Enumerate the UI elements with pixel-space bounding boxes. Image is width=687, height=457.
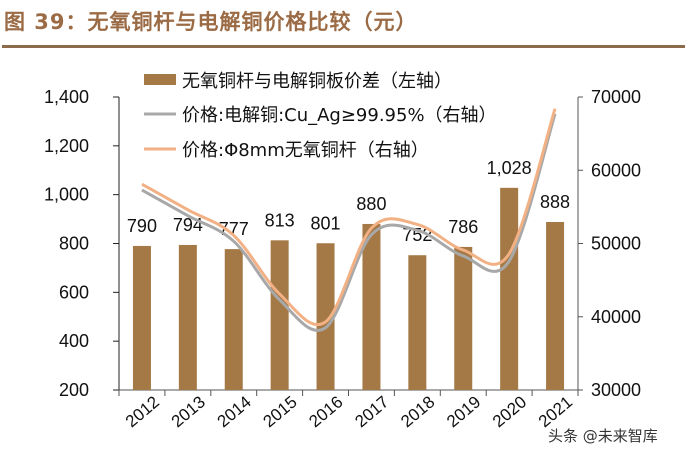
left-axis-tick-label: 1,200 [44, 136, 89, 156]
bar-value-label: 813 [265, 210, 295, 230]
x-axis-tick-label: 2014 [214, 392, 255, 431]
legend-label: 价格:电解铜:Cu_Ag≥99.95%（右轴） [182, 105, 497, 126]
x-axis-tick-label: 2012 [122, 392, 163, 431]
oxygen-free-copper-rod-price-line [141, 108, 557, 326]
x-axis-tick-label: 2018 [397, 392, 438, 431]
bar-2013 [178, 244, 197, 390]
bar-2014 [224, 249, 243, 390]
x-axis-tick-label: 2017 [351, 392, 392, 431]
right-axis-tick-label: 50000 [591, 234, 641, 254]
left-axis-tick-label: 400 [59, 331, 89, 351]
x-axis-tick-label: 2016 [305, 392, 346, 431]
x-axis-tick-label: 2020 [489, 392, 530, 431]
right-axis-tick-label: 40000 [591, 307, 641, 327]
x-axis-tick-label: 2013 [168, 392, 209, 431]
title-divider [2, 45, 685, 48]
watermark: 头条 @未来智库 [548, 427, 658, 445]
bar-2018 [408, 255, 427, 390]
bar-2021 [546, 222, 565, 390]
bar-2020 [500, 187, 519, 390]
legend-bar-swatch [144, 74, 176, 85]
bar-2015 [270, 240, 289, 390]
x-axis-tick-label: 2015 [260, 392, 301, 431]
electrolytic-copper-price-line [141, 113, 557, 332]
bar-value-label: 752 [402, 225, 432, 245]
bar-value-label: 880 [356, 194, 386, 214]
bar-value-label: 794 [173, 215, 203, 235]
bar-2019 [454, 246, 473, 390]
bar-value-label: 801 [311, 213, 341, 233]
bar-2016 [316, 243, 335, 390]
left-axis-tick-label: 800 [59, 234, 89, 254]
bar-value-label: 786 [448, 217, 478, 237]
bar-value-label: 1,028 [487, 158, 532, 178]
left-axis-tick-label: 600 [59, 282, 89, 302]
bar-value-label: 888 [540, 192, 570, 212]
right-axis-tick-label: 30000 [591, 380, 641, 400]
left-axis-tick-label: 1,400 [44, 87, 89, 107]
x-axis-tick-label: 2019 [443, 392, 484, 431]
bar-2012 [132, 245, 151, 390]
right-axis-tick-label: 60000 [591, 160, 641, 180]
legend-label: 价格:Φ8mm无氧铜杆（右轴） [182, 140, 429, 161]
legend-label: 无氧铜杆与电解铜板价差（左轴） [182, 71, 452, 92]
bar-2017 [362, 223, 381, 390]
bar-value-label: 790 [127, 216, 157, 236]
left-axis-tick-label: 200 [59, 380, 89, 400]
right-axis-tick-label: 70000 [591, 87, 641, 107]
left-axis-tick-label: 1,000 [44, 185, 89, 205]
chart-title: 图 39：无氧铜杆与电解铜价格比较（元） [4, 10, 418, 34]
